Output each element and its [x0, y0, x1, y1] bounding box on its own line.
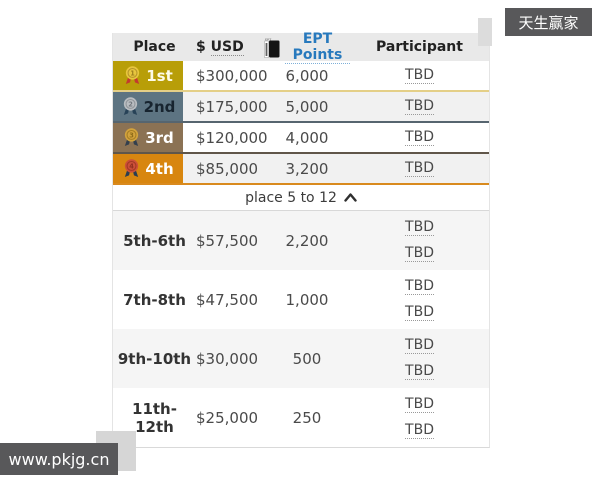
expander-label: place 5 to 12: [245, 189, 337, 206]
place-range-label: 11th-12th: [132, 399, 177, 436]
podium-row: 1 1st $300,000 6,000 TBD: [113, 61, 489, 92]
watermark-top-text: 天生赢家: [518, 13, 579, 32]
svg-text:3: 3: [129, 131, 134, 139]
header-ept-points-link[interactable]: EPT Points: [285, 31, 350, 64]
participants-cell: TBD TBD: [350, 396, 489, 439]
header-ept-points: EPT EPT Points: [264, 31, 350, 64]
podium-row: 3 3rd $120,000 4,000 TBD: [113, 123, 489, 154]
place-cell: 2 2nd: [113, 92, 183, 121]
points-value: 250: [292, 408, 322, 427]
place-range-label: 5th-6th: [123, 231, 186, 250]
participant-tbd: TBD: [405, 363, 434, 380]
place-label: 4th: [145, 159, 174, 178]
header-participant: Participant: [376, 39, 463, 55]
usd-value: $57,500: [196, 231, 259, 250]
participant-tbd: TBD: [405, 219, 434, 236]
participant-tbd: TBD: [405, 129, 434, 146]
medal-icon: 4: [122, 158, 141, 179]
usd-value: $175,000: [196, 97, 268, 116]
header-usd-label: USD: [210, 39, 244, 56]
group-rows: 5th-6th $57,500 2,200 TBD TBD 7th-8th $47…: [113, 211, 489, 447]
points-value: 1,000: [285, 290, 329, 309]
svg-text:2: 2: [128, 100, 133, 108]
participant-tbd: TBD: [405, 160, 434, 177]
usd-value: $300,000: [196, 66, 268, 85]
watermark-top-right: 天生赢家: [505, 8, 592, 36]
participant-tbd: TBD: [405, 396, 434, 413]
header-place: Place: [133, 39, 176, 55]
place-range-label: 7th-8th: [123, 290, 186, 309]
place-label: 1st: [146, 66, 173, 85]
watermark-ghost-top: [478, 18, 492, 46]
place-range-label: 9th-10th: [117, 349, 192, 368]
participant-tbd: TBD: [405, 98, 434, 115]
table-header-row: Place $ USD EPT EPT Points Participant: [113, 31, 489, 64]
watermark-bottom-left: www.pkjg.cn: [0, 443, 118, 475]
podium-rows: 1 1st $300,000 6,000 TBD 2: [113, 61, 489, 185]
medal-icon: 1: [123, 65, 142, 86]
place-label: 2nd: [143, 97, 176, 116]
participants-cell: TBD TBD: [350, 278, 489, 321]
svg-text:EPT: EPT: [265, 37, 272, 41]
group-row: 7th-8th $47,500 1,000 TBD TBD: [113, 270, 489, 329]
participants-cell: TBD TBD: [350, 337, 489, 380]
participant-tbd: TBD: [405, 304, 434, 321]
points-value: 6,000: [285, 66, 329, 85]
places-5-12-expander[interactable]: place 5 to 12: [113, 185, 489, 211]
place-cell: 4 4th: [113, 154, 183, 183]
place-label: 3rd: [145, 128, 174, 147]
ept-logo-icon: EPT: [264, 37, 280, 58]
medal-icon: 2: [121, 96, 140, 117]
group-row: 5th-6th $57,500 2,200 TBD TBD: [113, 211, 489, 270]
group-row: 11th-12th $25,000 250 TBD TBD: [113, 388, 489, 447]
medal-icon: 3: [122, 127, 141, 148]
place-cell: 3 3rd: [113, 123, 183, 152]
podium-row: 2 2nd $175,000 5,000 TBD: [113, 92, 489, 123]
podium-row: 4 4th $85,000 3,200 TBD: [113, 154, 489, 185]
svg-text:4: 4: [130, 162, 135, 170]
participant-tbd: TBD: [405, 422, 434, 439]
usd-value: $120,000: [196, 128, 268, 147]
usd-value: $30,000: [196, 349, 259, 368]
participant-tbd: TBD: [405, 245, 434, 262]
header-usd: $ USD: [196, 39, 264, 56]
participants-cell: TBD TBD: [350, 219, 489, 262]
participant-tbd: TBD: [405, 337, 434, 354]
place-cell: 1 1st: [113, 61, 183, 90]
usd-value: $85,000: [196, 159, 259, 178]
points-value: 5,000: [285, 97, 329, 116]
watermark-bottom-text: www.pkjg.cn: [8, 449, 110, 469]
points-value: 500: [292, 349, 322, 368]
points-value: 2,200: [285, 231, 329, 250]
group-row: 9th-10th $30,000 500 TBD TBD: [113, 329, 489, 388]
payout-table: Place $ USD EPT EPT Points Participant: [112, 31, 490, 448]
usd-value: $47,500: [196, 290, 259, 309]
usd-value: $25,000: [196, 408, 259, 427]
svg-text:1: 1: [130, 69, 135, 77]
chevron-up-icon: [344, 193, 357, 202]
header-usd-symbol: $: [196, 39, 206, 55]
participant-tbd: TBD: [405, 278, 434, 295]
points-value: 4,000: [285, 128, 329, 147]
points-value: 3,200: [285, 159, 329, 178]
participant-tbd: TBD: [405, 67, 434, 84]
